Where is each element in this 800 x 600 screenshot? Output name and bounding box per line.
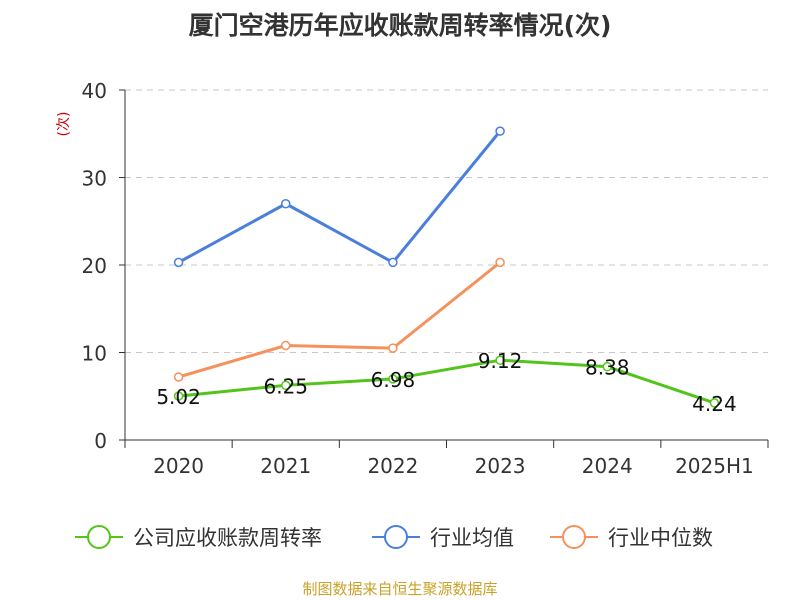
data-point [495, 355, 505, 365]
data-point [173, 372, 184, 382]
legend-marker [384, 525, 408, 549]
x-tick-label: 2023 [475, 454, 526, 478]
data-point [495, 126, 505, 136]
data-point [495, 257, 505, 268]
data-label: 4.24 [692, 392, 737, 416]
x-tick-label: 2020 [153, 454, 204, 478]
data-point [281, 380, 291, 391]
y-tick-label: 40 [82, 79, 107, 103]
x-tick-label: 2021 [260, 454, 311, 478]
data-label: 6.98 [371, 368, 416, 392]
data-point [388, 257, 398, 268]
legend-marker [87, 525, 111, 549]
x-tick-label: 2025H1 [675, 454, 754, 478]
data-point [173, 257, 184, 268]
x-tick-label: 2024 [582, 454, 633, 478]
data-point [281, 340, 291, 351]
y-tick-label: 10 [82, 342, 107, 366]
data-point [173, 391, 184, 401]
data-label: 5.02 [156, 385, 201, 409]
x-tick-label: 2022 [367, 454, 418, 478]
y-axis-label: (次) [56, 112, 72, 137]
source-note: 制图数据来自恒生聚源数据库 [302, 580, 498, 598]
y-tick-label: 20 [82, 254, 107, 278]
data-point [388, 343, 398, 353]
data-point [281, 199, 291, 209]
series-line [177, 130, 502, 264]
legend-label: 行业中位数 [608, 526, 713, 550]
data-point [602, 361, 612, 372]
data-label: 6.25 [263, 374, 308, 398]
data-point [709, 398, 720, 408]
series-line [178, 358, 715, 405]
legend-label: 行业均值 [430, 526, 514, 550]
data-label: 8.38 [585, 356, 630, 380]
legend-label: 公司应收账款周转率 [133, 526, 322, 550]
data-point [388, 374, 398, 384]
chart-title: 厦门空港历年应收账款周转率情况(次) [188, 11, 612, 40]
y-tick-label: 0 [94, 429, 107, 453]
y-tick-label: 30 [82, 167, 107, 191]
legend-marker [562, 525, 586, 549]
series-line [178, 261, 502, 379]
data-label: 9.12 [478, 349, 523, 373]
